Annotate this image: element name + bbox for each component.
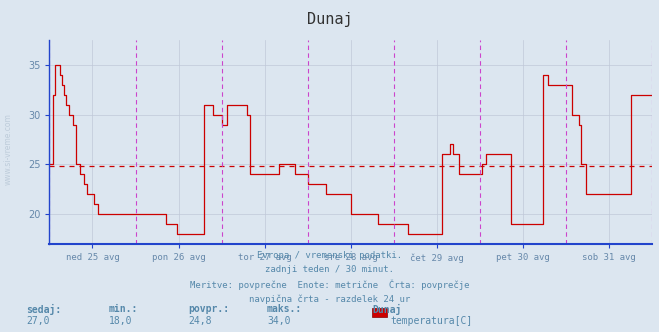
Text: 18,0: 18,0 [109,316,132,326]
Text: Evropa / vremenski podatki.: Evropa / vremenski podatki. [257,251,402,260]
Text: navpična črta - razdelek 24 ur: navpična črta - razdelek 24 ur [249,294,410,304]
Text: povpr.:: povpr.: [188,304,229,314]
Text: 24,8: 24,8 [188,316,212,326]
Text: zadnji teden / 30 minut.: zadnji teden / 30 minut. [265,265,394,274]
Text: min.:: min.: [109,304,138,314]
Text: sedaj:: sedaj: [26,304,61,315]
Text: temperatura[C]: temperatura[C] [390,316,473,326]
Text: www.si-vreme.com: www.si-vreme.com [3,114,13,185]
Text: Dunaj: Dunaj [372,304,402,315]
Text: Meritve: povprečne  Enote: metrične  Črta: povprečje: Meritve: povprečne Enote: metrične Črta:… [190,280,469,290]
Text: 34,0: 34,0 [267,316,291,326]
Text: 27,0: 27,0 [26,316,50,326]
Text: Dunaj: Dunaj [306,12,353,27]
Text: maks.:: maks.: [267,304,302,314]
